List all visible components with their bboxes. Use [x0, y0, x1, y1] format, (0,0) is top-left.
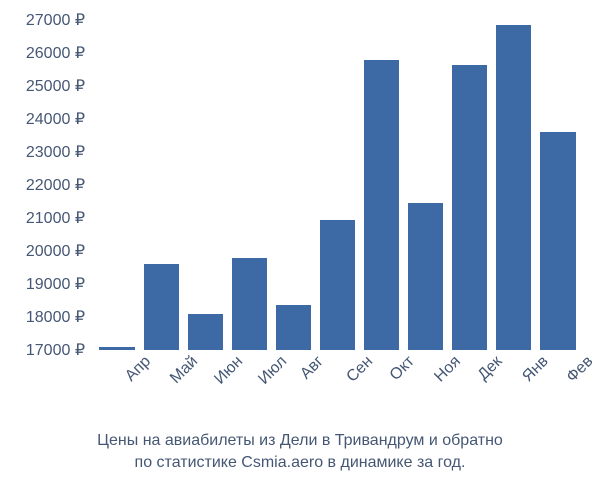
x-tick-label: Ноя	[428, 350, 464, 386]
plot-area: 17000 ₽18000 ₽19000 ₽20000 ₽21000 ₽22000…	[95, 20, 580, 350]
y-tick-label: 21000 ₽	[26, 208, 95, 228]
caption-line-2: по статистике Csmia.aero в динамике за г…	[135, 454, 466, 471]
bar	[276, 305, 311, 350]
y-tick-label: 19000 ₽	[26, 274, 95, 294]
y-tick-label: 26000 ₽	[26, 43, 95, 63]
y-tick-label: 17000 ₽	[26, 340, 95, 360]
bar	[408, 203, 443, 350]
bar	[188, 314, 223, 350]
bar	[320, 220, 355, 350]
x-tick-label: Окт	[383, 350, 418, 385]
bar	[452, 65, 487, 350]
y-tick-label: 20000 ₽	[26, 241, 95, 261]
y-tick-label: 22000 ₽	[26, 175, 95, 195]
y-tick-label: 25000 ₽	[26, 76, 95, 96]
x-tick-label: Сен	[340, 350, 376, 386]
bar	[540, 132, 575, 350]
caption-line-1: Цены на авиабилеты из Дели в Тривандрум …	[97, 432, 503, 449]
x-tick-label: Янв	[516, 350, 552, 386]
x-tick-label: Июл	[253, 350, 292, 389]
bar	[99, 347, 134, 350]
y-tick-label: 24000 ₽	[26, 109, 95, 129]
price-chart: 17000 ₽ 18000 ₽ 19000 ₽ 20000 ₽ 21000 ₽ 22000…	[0, 0, 600, 500]
y-tick-label: 18000 ₽	[26, 307, 95, 327]
x-tick-label: Май	[164, 350, 202, 388]
x-tick-label: Авг	[295, 350, 328, 383]
y-tick-label: 27000 ₽	[26, 10, 95, 30]
x-tick-label: Апр	[119, 350, 155, 386]
x-tick-label: Фев	[561, 350, 597, 386]
bar	[364, 60, 399, 350]
chart-caption: Цены на авиабилеты из Дели в Тривандрум …	[0, 430, 600, 473]
bar	[232, 258, 267, 350]
bar	[144, 264, 179, 350]
y-tick-label: 23000 ₽	[26, 142, 95, 162]
bar	[496, 25, 531, 350]
x-tick-label: Дек	[472, 350, 506, 384]
x-tick-label: Июн	[209, 350, 247, 388]
